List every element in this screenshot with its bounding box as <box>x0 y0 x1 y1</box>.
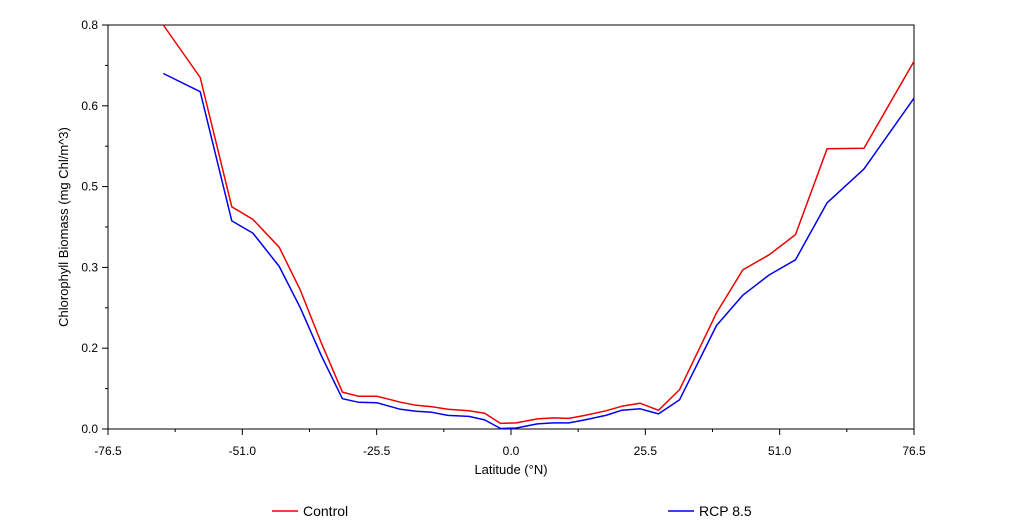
y-tick-label: 0.6 <box>81 99 98 113</box>
series-lines <box>162 24 915 430</box>
legend-label: RCP 8.5 <box>699 503 752 519</box>
series-line-rcp85 <box>162 72 915 430</box>
x-tick-label: 25.5 <box>634 444 658 458</box>
legend-label: Control <box>303 503 348 519</box>
x-tick-labels: -76.5 -51.0 -25.5 0.0 25.5 51.0 76.5 <box>94 444 926 458</box>
y-tick-label: 0.2 <box>81 341 98 355</box>
y-axis-title: Chlorophyll Biomass (mg Chl/m^3) <box>56 127 71 327</box>
plot-area <box>107 24 915 430</box>
x-tick-label: -51.0 <box>229 444 257 458</box>
x-tick-label: 76.5 <box>902 444 926 458</box>
x-tick-label: 51.0 <box>768 444 792 458</box>
x-tick-label: 0.0 <box>503 444 520 458</box>
legend: Control RCP 8.5 <box>272 503 752 519</box>
y-tick-label: 0.5 <box>81 180 98 194</box>
x-tick-label: -76.5 <box>94 444 122 458</box>
axis-ticks <box>102 24 915 435</box>
y-tick-label: 0.8 <box>81 18 98 32</box>
series-line-control <box>162 24 915 425</box>
y-tick-label: 0.3 <box>81 260 98 274</box>
x-tick-label: -25.5 <box>363 444 391 458</box>
x-axis-title: Latitude (°N) <box>474 462 547 477</box>
y-tick-label: 0.0 <box>81 422 98 436</box>
y-tick-labels: 0.0 0.2 0.3 0.5 0.6 0.8 <box>81 18 98 436</box>
